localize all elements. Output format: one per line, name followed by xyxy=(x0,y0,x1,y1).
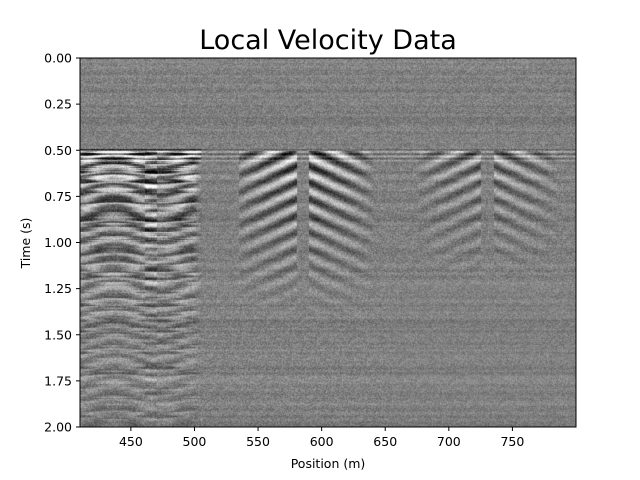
y-tick-label: 0.75 xyxy=(44,189,72,204)
y-tick-label: 2.00 xyxy=(44,420,72,435)
y-tick-label: 0.25 xyxy=(44,97,72,112)
y-axis: 0.00 0.25 0.50 0.75 1.00 1.25 1.50 1.75 2.00 xyxy=(44,51,80,435)
x-axis-title: Position (m) xyxy=(291,456,366,471)
seismic-image xyxy=(80,58,576,427)
y-tick-label: 1.25 xyxy=(44,281,72,296)
y-tick-label: 1.75 xyxy=(44,373,72,388)
seismic-image-container xyxy=(80,58,576,427)
x-tick-label: 750 xyxy=(500,434,524,449)
y-tick-label: 1.50 xyxy=(44,327,72,342)
x-tick-label: 600 xyxy=(310,434,334,449)
chart-title: Local Velocity Data xyxy=(199,25,457,56)
y-axis-title: Time (s) xyxy=(18,218,33,270)
x-tick-label: 650 xyxy=(373,434,397,449)
x-tick-label: 500 xyxy=(183,434,207,449)
x-axis: 450 500 550 600 650 700 750 xyxy=(119,427,524,449)
plot-area xyxy=(79,57,577,428)
y-tick-label: 0.50 xyxy=(44,143,72,158)
y-tick-label: 0.00 xyxy=(44,51,72,66)
y-tick-label: 1.00 xyxy=(44,235,72,250)
x-tick-label: 700 xyxy=(437,434,461,449)
x-tick-label: 550 xyxy=(246,434,270,449)
x-tick-label: 450 xyxy=(119,434,143,449)
